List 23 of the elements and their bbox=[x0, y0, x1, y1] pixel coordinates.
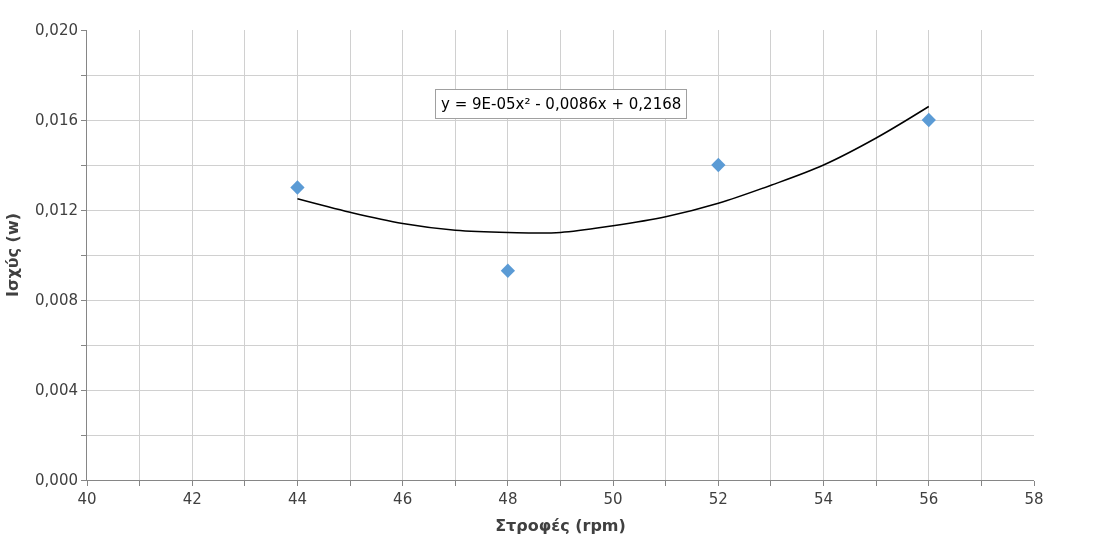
x-axis-title: Στροφές (rpm) bbox=[495, 515, 626, 535]
x-tick-label: 52 bbox=[708, 490, 728, 508]
x-tick-label: 58 bbox=[1024, 490, 1044, 508]
point bbox=[290, 180, 305, 195]
y-tick-label: 0,012 bbox=[35, 201, 78, 220]
annotation: y = 9E-05x² - 0,0086x + 0,2168 bbox=[441, 95, 682, 113]
point bbox=[711, 157, 726, 173]
x-tick-label: 50 bbox=[603, 490, 623, 508]
x-tick-label: 54 bbox=[814, 490, 834, 508]
y-tick-label: 0,016 bbox=[35, 111, 78, 130]
x-tick-label: 56 bbox=[919, 490, 939, 508]
point bbox=[500, 263, 516, 278]
x-tick-label: 48 bbox=[498, 490, 518, 508]
y-tick-label: 0,000 bbox=[35, 471, 78, 490]
x-tick-label: 42 bbox=[182, 490, 202, 508]
x-tick-label: 44 bbox=[287, 490, 307, 508]
x-tick-label: 40 bbox=[77, 490, 97, 508]
y-tick-label: 0,008 bbox=[35, 291, 78, 310]
point bbox=[921, 112, 936, 128]
x-tick-label: 46 bbox=[393, 490, 413, 508]
y-tick-label: 0,020 bbox=[35, 21, 78, 40]
y-axis-title: Ισχύς (w) bbox=[2, 213, 22, 297]
y-tick-label: 0,004 bbox=[35, 381, 78, 400]
